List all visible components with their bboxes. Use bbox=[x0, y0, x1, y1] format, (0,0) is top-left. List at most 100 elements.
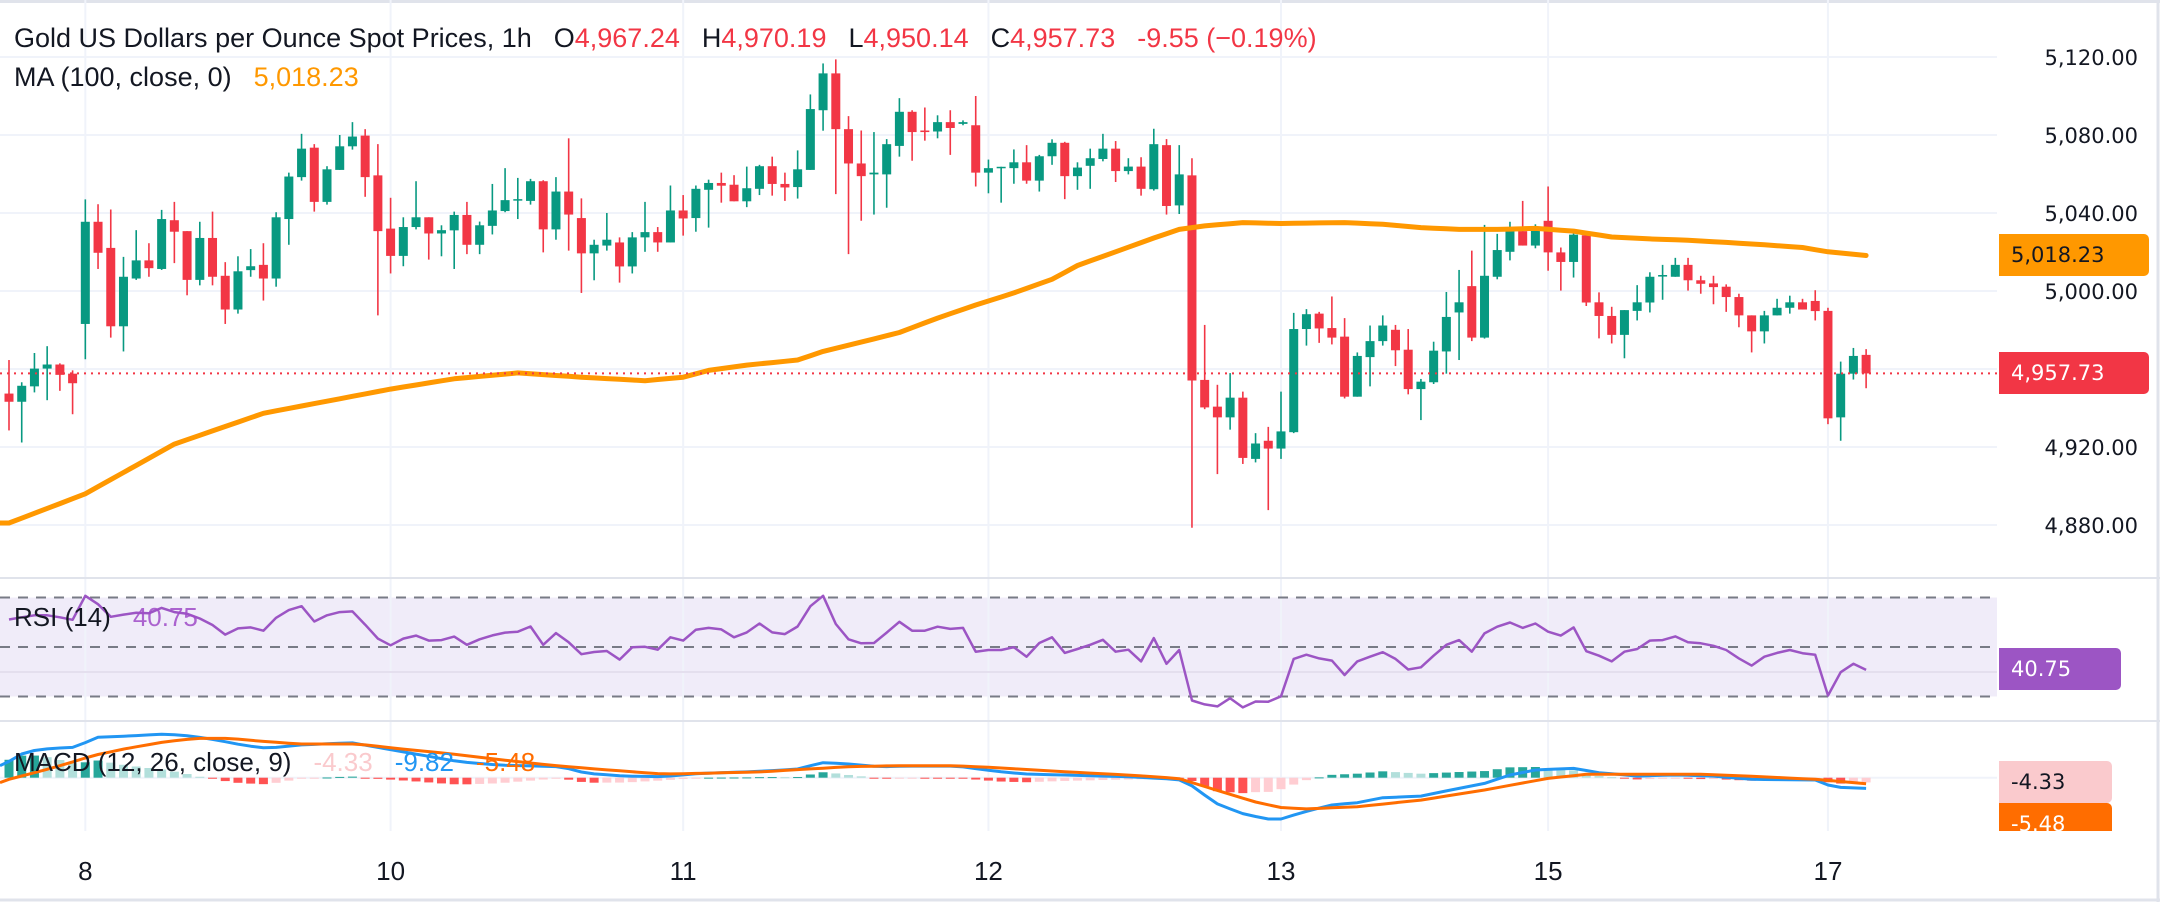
macd-histogram-bar bbox=[106, 762, 116, 778]
macd-histogram-bar bbox=[93, 760, 103, 778]
candle-body-down bbox=[1200, 379, 1210, 408]
macd-histogram-bar bbox=[398, 777, 408, 781]
candle-body-up bbox=[983, 168, 993, 173]
rsi-legend[interactable]: RSI (14) 40.75 bbox=[14, 601, 198, 633]
macd-histogram-bar bbox=[1505, 767, 1515, 778]
candle-body-up bbox=[297, 148, 307, 178]
macd-histogram-bar bbox=[805, 774, 815, 778]
macd-histogram-bar bbox=[55, 759, 65, 778]
candle-body-up bbox=[1645, 276, 1655, 303]
macd-histogram-bar bbox=[653, 777, 663, 781]
symbol-legend: Gold US Dollars per Ounce Spot Prices, 1… bbox=[14, 22, 1317, 54]
macd-histogram-bar bbox=[1225, 777, 1235, 793]
low-value: 4,950.14 bbox=[863, 23, 969, 53]
macd-histogram-bar bbox=[716, 777, 726, 779]
candle-body-up bbox=[1034, 156, 1044, 181]
low-label: L bbox=[848, 23, 864, 53]
candle-body-down bbox=[831, 73, 841, 130]
time-axis-label: 11 bbox=[670, 856, 697, 886]
candle-body-down bbox=[1467, 286, 1477, 338]
candle-body-down bbox=[1556, 252, 1566, 262]
candle-body-up bbox=[1149, 144, 1159, 190]
candle-body-down bbox=[4, 393, 14, 402]
candle-body-down bbox=[1696, 280, 1706, 284]
macd-histogram-bar bbox=[729, 777, 739, 779]
macd-histogram-bar bbox=[678, 777, 688, 779]
macd-histogram-bar bbox=[208, 777, 218, 779]
macd-legend[interactable]: MACD (12, 26, close, 9) -4.33 -9.82 -5.48 bbox=[14, 746, 535, 778]
macd-histogram-bar bbox=[297, 777, 307, 779]
candle-body-up bbox=[475, 225, 485, 245]
macd-histogram-bar bbox=[907, 777, 917, 779]
macd-histogram-bar bbox=[1263, 777, 1273, 792]
candle-body-down bbox=[844, 129, 854, 164]
candle-body-up bbox=[805, 109, 815, 170]
candle-body-up bbox=[1098, 148, 1108, 159]
candle-body-up bbox=[1429, 350, 1439, 383]
macd-histogram-bar bbox=[1530, 767, 1540, 778]
macd-histogram-bar bbox=[615, 777, 625, 783]
macd-histogram-bar bbox=[551, 777, 561, 779]
high-value: 4,970.19 bbox=[721, 23, 827, 53]
macd-histogram-bar bbox=[1085, 777, 1095, 781]
candle-body-up bbox=[157, 219, 167, 269]
candle-body-down bbox=[1708, 283, 1718, 288]
candle-body-up bbox=[1505, 231, 1515, 252]
candle-body-down bbox=[907, 111, 917, 133]
candle-body-down bbox=[1111, 148, 1121, 172]
candle-body-up bbox=[131, 260, 141, 279]
candle-body-up bbox=[513, 199, 523, 201]
candle-body-up bbox=[284, 176, 294, 220]
macd-histogram-bar bbox=[233, 777, 243, 783]
macd-histogram-bar bbox=[1022, 777, 1032, 783]
candle-body-up bbox=[551, 191, 561, 230]
macd-histogram-bar bbox=[1123, 777, 1133, 780]
macd-histogram-bar bbox=[1098, 777, 1108, 781]
macd-histogram-bar bbox=[844, 774, 854, 778]
macd-histogram-bar bbox=[1480, 771, 1490, 778]
price-axis-label: 5,040.00 bbox=[2044, 202, 2138, 226]
candle-body-up bbox=[1378, 325, 1388, 342]
candle-body-down bbox=[1810, 300, 1820, 312]
macd-signal-value: -5.48 bbox=[475, 747, 536, 777]
macd-histogram-bar bbox=[424, 777, 434, 783]
macd-histogram-bar bbox=[169, 771, 179, 778]
candles-group bbox=[4, 59, 1871, 528]
rsi-value-tag: 40.75 bbox=[1999, 648, 2121, 690]
macd-histogram-bar bbox=[869, 777, 879, 779]
candle-body-down bbox=[1823, 310, 1833, 419]
macd-histogram-bar bbox=[1683, 777, 1693, 779]
rsi-line bbox=[8, 594, 1867, 709]
macd-histogram-bar bbox=[42, 757, 52, 778]
candle-body-down bbox=[1340, 336, 1350, 397]
macd-histogram-bar bbox=[920, 777, 930, 779]
high-label: H bbox=[701, 23, 722, 53]
macd-histogram-bar bbox=[691, 777, 701, 779]
candle-body-down bbox=[856, 163, 866, 177]
macd-histogram-bar bbox=[526, 777, 536, 781]
candle-body-down bbox=[360, 135, 370, 178]
candle-body-up bbox=[1569, 234, 1579, 262]
macd-histogram-bar bbox=[68, 763, 78, 778]
time-axis-label: 8 bbox=[78, 856, 92, 886]
candle-body-down bbox=[1747, 315, 1757, 332]
macd-signal-tag-container: -5.48 bbox=[1999, 803, 2112, 831]
macd-histogram-bar bbox=[513, 777, 523, 782]
macd-histogram-bar bbox=[246, 777, 256, 784]
candle-body-up bbox=[449, 214, 459, 231]
candle-body-up bbox=[398, 227, 408, 256]
macd-histogram-bar bbox=[1403, 772, 1413, 778]
macd-histogram-bar bbox=[1111, 777, 1121, 780]
macd-histogram-bar bbox=[780, 777, 790, 779]
candle-body-up bbox=[640, 232, 650, 238]
macd-histogram-bar bbox=[627, 777, 637, 783]
macd-histogram-bar bbox=[996, 777, 1006, 782]
candle-body-down bbox=[1721, 286, 1731, 298]
macd-histogram-bar bbox=[971, 777, 981, 780]
macd-histogram-bar bbox=[1696, 777, 1706, 780]
ma-legend[interactable]: MA (100, close, 0) 5,018.23 bbox=[14, 61, 359, 93]
candle-body-up bbox=[500, 200, 510, 212]
candle-body-up bbox=[347, 136, 357, 147]
macd-label: MACD (12, 26, close, 9) bbox=[14, 747, 292, 777]
